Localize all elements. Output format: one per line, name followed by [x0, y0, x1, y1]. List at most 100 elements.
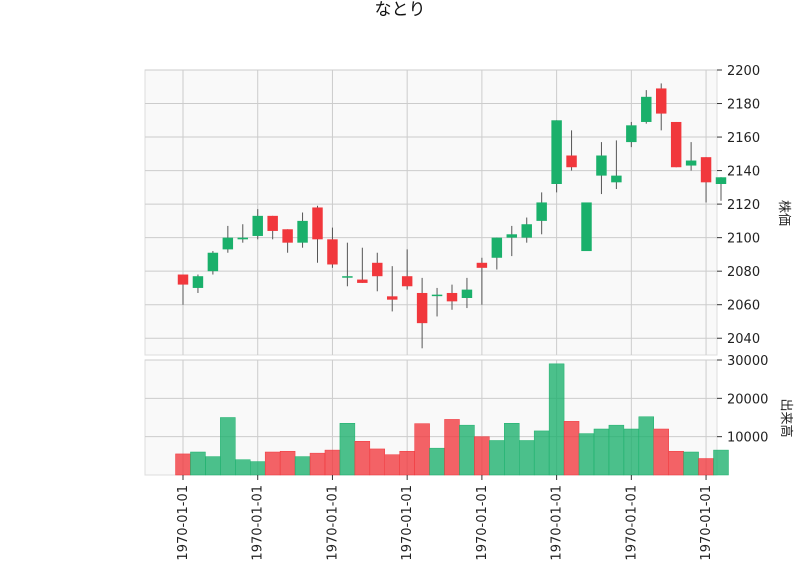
volume-bar — [578, 433, 595, 476]
volume-bar — [309, 452, 326, 476]
volume-bar — [384, 454, 400, 476]
volume-bar — [519, 440, 535, 476]
price-tick-label: 2140 — [727, 165, 760, 180]
volume-bar — [474, 436, 490, 476]
candle-body — [491, 237, 503, 258]
candle-body — [327, 239, 338, 265]
candle-body — [670, 121, 682, 168]
chart-title: なとり — [375, 0, 426, 20]
volume-tick-label: 30000 — [727, 354, 768, 369]
candle-body — [566, 155, 577, 168]
volume-bar — [653, 428, 669, 476]
candle-body — [401, 276, 413, 287]
candle-body — [641, 96, 652, 122]
candle-body — [461, 289, 473, 298]
candle-body — [655, 88, 667, 114]
x-tick-label: 1970-01-01 — [176, 485, 191, 561]
price-panel — [144, 69, 718, 356]
axis-ticks: 2040 2060 2080 2100 2120 2140 2160 2180 2200 1000… — [176, 64, 768, 561]
volume-bar — [489, 440, 505, 476]
volume-bar — [459, 424, 475, 476]
price-tick-label: 2040 — [727, 332, 760, 347]
volume-bar — [713, 449, 729, 476]
candle-body — [551, 120, 562, 184]
x-tick-label: 1970-01-01 — [400, 485, 415, 561]
volume-bar — [235, 459, 251, 476]
volume-bar — [563, 421, 580, 476]
volume-bar — [399, 450, 415, 476]
candle-body — [342, 276, 353, 278]
candle-body — [521, 224, 532, 238]
x-tick-label: 1970-01-01 — [550, 485, 565, 561]
volume-bar — [264, 451, 281, 476]
price-tick-label: 2160 — [727, 131, 760, 146]
candle-body — [267, 215, 278, 231]
candle-body — [431, 294, 443, 297]
volume-tick-label: 10000 — [727, 431, 768, 446]
candle-body — [237, 237, 249, 240]
candle-body — [222, 237, 234, 250]
candle-body — [372, 262, 383, 277]
volume-bar — [623, 428, 640, 476]
candle-body — [596, 155, 607, 176]
candle-body — [312, 207, 323, 240]
candle-body — [536, 202, 547, 221]
volume-bar — [683, 451, 699, 476]
candle-body — [207, 252, 219, 272]
price-axis-label: 株価 — [776, 200, 791, 226]
volume-bar — [429, 447, 445, 476]
volume-axis-label: 出来高 — [778, 398, 794, 437]
volume-bar — [175, 453, 191, 476]
candle-body — [446, 292, 458, 302]
price-tick-label: 2060 — [727, 299, 760, 314]
candle-body — [297, 220, 308, 243]
candle-body — [685, 160, 697, 166]
x-tick-label: 1970-01-01 — [699, 485, 714, 561]
grid-lines — [145, 69, 717, 475]
volume-tick-label: 20000 — [727, 392, 768, 407]
volume-bar — [698, 458, 714, 476]
candle-body — [611, 175, 622, 183]
candle-body — [476, 262, 488, 268]
volume-bar — [354, 441, 371, 476]
x-tick-label: 1970-01-01 — [475, 485, 490, 561]
candle-body — [192, 276, 204, 288]
x-tick-label: 1970-01-01 — [325, 485, 340, 561]
volume-bar — [190, 451, 206, 476]
volume-bar — [608, 424, 625, 476]
volume-bar — [414, 423, 430, 476]
candle-body — [357, 279, 368, 283]
volume-bar — [369, 448, 385, 476]
volume-bar — [504, 423, 520, 476]
price-tick-label: 2080 — [727, 265, 760, 280]
x-tick-label: 1970-01-01 — [251, 485, 266, 561]
volume-bar — [205, 456, 221, 476]
volume-bar — [444, 419, 460, 476]
candle-body — [252, 215, 263, 236]
price-tick-label: 2180 — [727, 98, 760, 113]
candle-body — [416, 292, 428, 324]
candle-body — [506, 234, 518, 238]
volume-bar — [668, 450, 684, 476]
volume-bar — [324, 449, 341, 476]
volume-bar — [548, 363, 565, 476]
price-tick-label: 2100 — [727, 232, 760, 247]
volume-bar — [279, 450, 296, 476]
candle-body — [715, 177, 727, 184]
volume-bar — [220, 417, 236, 476]
candle-body — [386, 296, 398, 300]
volume-bar — [294, 456, 311, 476]
volume-bar — [250, 461, 266, 476]
candle-body — [626, 125, 637, 143]
x-tick-label: 1970-01-01 — [624, 485, 639, 561]
candle-body — [700, 157, 712, 183]
volume-bars — [175, 363, 729, 476]
candle-body — [177, 274, 189, 285]
candle-body — [581, 202, 592, 252]
candle-body — [282, 229, 293, 243]
volume-bar — [593, 428, 610, 476]
price-tick-label: 2200 — [727, 64, 760, 79]
volume-bar — [533, 430, 550, 476]
volume-bar — [339, 423, 356, 476]
